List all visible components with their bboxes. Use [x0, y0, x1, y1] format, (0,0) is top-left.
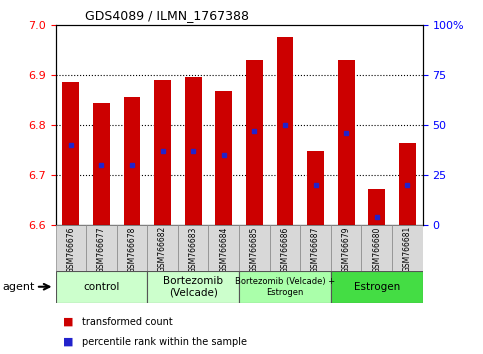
Bar — [86, 225, 117, 271]
Bar — [369, 189, 385, 225]
Bar — [56, 225, 86, 271]
Bar — [331, 225, 361, 271]
Text: agent: agent — [2, 282, 35, 292]
Bar — [338, 60, 355, 225]
Text: Bortezomib
(Velcade): Bortezomib (Velcade) — [163, 275, 223, 298]
Bar — [392, 225, 423, 271]
Text: transformed count: transformed count — [82, 317, 173, 327]
Bar — [62, 82, 79, 225]
Bar — [277, 37, 293, 225]
Bar — [215, 91, 232, 225]
Text: GSM766686: GSM766686 — [281, 226, 289, 273]
Text: GSM766681: GSM766681 — [403, 226, 412, 273]
Bar — [154, 80, 171, 225]
Bar — [331, 271, 423, 303]
Bar — [399, 143, 416, 225]
Bar — [185, 77, 201, 225]
Text: Estrogen: Estrogen — [354, 282, 400, 292]
Bar — [178, 225, 209, 271]
Text: Bortezomib (Velcade) +
Estrogen: Bortezomib (Velcade) + Estrogen — [235, 277, 335, 297]
Bar — [117, 225, 147, 271]
Bar — [246, 60, 263, 225]
Text: GDS4089 / ILMN_1767388: GDS4089 / ILMN_1767388 — [85, 9, 249, 22]
Text: GSM766680: GSM766680 — [372, 226, 381, 273]
Bar — [307, 151, 324, 225]
Bar — [147, 225, 178, 271]
Bar — [361, 225, 392, 271]
Text: percentile rank within the sample: percentile rank within the sample — [82, 337, 247, 347]
Text: GSM766687: GSM766687 — [311, 226, 320, 273]
Text: GSM766685: GSM766685 — [250, 226, 259, 273]
Bar — [124, 97, 141, 225]
Text: GSM766678: GSM766678 — [128, 226, 137, 273]
Text: GSM766683: GSM766683 — [189, 226, 198, 273]
Text: GSM766682: GSM766682 — [158, 226, 167, 273]
Bar — [270, 225, 300, 271]
Text: GSM766679: GSM766679 — [341, 226, 351, 273]
Bar — [209, 225, 239, 271]
Text: GSM766676: GSM766676 — [66, 226, 75, 273]
Text: ■: ■ — [63, 337, 73, 347]
Text: GSM766677: GSM766677 — [97, 226, 106, 273]
Text: GSM766684: GSM766684 — [219, 226, 228, 273]
Bar — [56, 271, 147, 303]
Bar — [93, 103, 110, 225]
Text: control: control — [83, 282, 120, 292]
Bar — [147, 271, 239, 303]
Bar — [239, 225, 270, 271]
Bar — [239, 271, 331, 303]
Bar — [300, 225, 331, 271]
Text: ■: ■ — [63, 317, 73, 327]
